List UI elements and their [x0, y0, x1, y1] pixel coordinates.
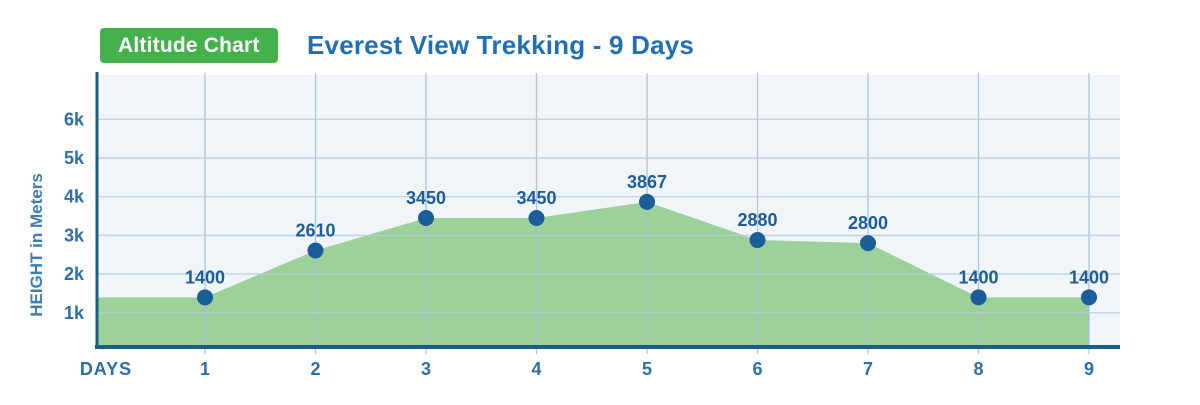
- data-point-label-day-4: 3450: [516, 188, 556, 208]
- x-tick-label-1: 1: [200, 359, 210, 379]
- chart-header: Altitude Chart Everest View Trekking - 9…: [0, 0, 1200, 70]
- data-point-label-day-7: 2800: [848, 213, 888, 233]
- data-point-label-day-2: 2610: [295, 220, 335, 240]
- x-tick-label-7: 7: [863, 359, 873, 379]
- x-tick-label-6: 6: [752, 359, 762, 379]
- y-tick-label-2k: 2k: [64, 264, 85, 284]
- x-tick-label-2: 2: [310, 359, 320, 379]
- x-tick-label-5: 5: [642, 359, 652, 379]
- data-point-day-5: [639, 193, 655, 210]
- data-point-label-day-8: 1400: [958, 267, 998, 287]
- x-tick-label-8: 8: [973, 359, 983, 379]
- data-point-day-4: [528, 209, 545, 226]
- data-point-day-3: [418, 209, 434, 226]
- y-tick-label-6k: 6k: [64, 109, 85, 129]
- data-point-label-day-1: 1400: [185, 267, 225, 287]
- altitude-chart-badge: Altitude Chart: [100, 28, 278, 63]
- x-axis-title: DAYS: [80, 359, 132, 379]
- page-title: Everest View Trekking - 9 Days: [307, 30, 695, 60]
- data-point-day-8: [970, 289, 987, 306]
- data-point-label-day-5: 3867: [627, 172, 667, 192]
- y-tick-label-5k: 5k: [64, 148, 85, 168]
- x-tick-label-3: 3: [421, 359, 431, 379]
- y-tick-label-4k: 4k: [64, 187, 85, 207]
- data-point-day-7: [860, 235, 876, 252]
- data-point-day-9: [1081, 289, 1097, 306]
- x-tick-label-4: 4: [531, 359, 541, 379]
- data-point-label-day-9: 1400: [1069, 267, 1109, 287]
- x-tick-label-9: 9: [1084, 359, 1094, 379]
- y-tick-label-3k: 3k: [64, 225, 85, 245]
- data-point-day-6: [749, 232, 766, 249]
- y-tick-label-1k: 1k: [64, 303, 85, 323]
- data-point-day-2: [307, 242, 324, 259]
- data-point-label-day-6: 2880: [737, 210, 777, 230]
- data-point-label-day-3: 3450: [406, 188, 446, 208]
- data-point-day-1: [197, 289, 213, 306]
- y-axis-title: HEIGHT in Meters: [27, 173, 46, 317]
